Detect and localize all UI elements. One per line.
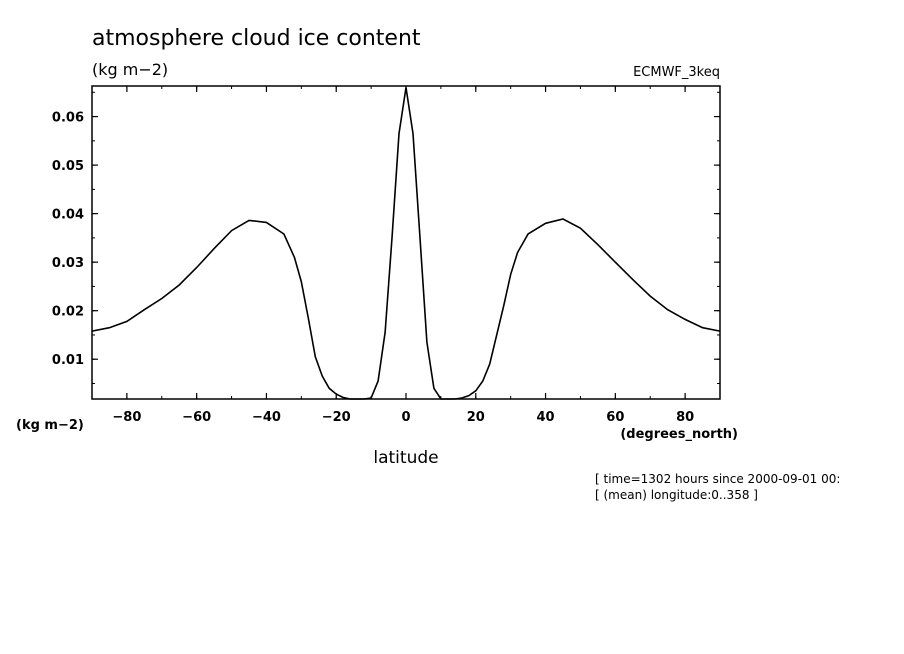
series-line	[91, 87, 721, 400]
y-axis-label: (kg m−2)	[16, 418, 84, 433]
y-tick-label: 0.02	[52, 305, 84, 320]
chart-title: atmosphere cloud ice content	[92, 26, 421, 51]
y-tick-label: 0.04	[52, 208, 84, 223]
chart-units: (kg m−2)	[92, 60, 168, 79]
x-tick-label: −80	[112, 410, 141, 425]
plot-frame	[91, 85, 721, 400]
x-tick-label: −40	[252, 410, 281, 425]
y-axis-ticks: 0.01 0.02 0.03 0.04 0.05 0.06	[52, 91, 720, 384]
x-axis-ticks: −80 −60 −40 −20 0 20 40 60 80	[91, 86, 721, 425]
x-tick-label: 0	[401, 410, 410, 425]
footer-time: [ time=1302 hours since 2000-09-01 00:	[595, 472, 840, 486]
x-tick-label: 60	[606, 410, 624, 425]
x-axis-units: (degrees_north)	[620, 427, 738, 442]
y-tick-label: 0.05	[52, 159, 84, 174]
x-tick-label: −60	[182, 410, 211, 425]
x-tick-label: 40	[537, 410, 555, 425]
footer-longitude: [ (mean) longitude:0..358 ]	[595, 488, 758, 502]
y-tick-label: 0.06	[52, 111, 84, 126]
y-tick-label: 0.01	[52, 353, 84, 368]
x-tick-label: 20	[467, 410, 485, 425]
y-tick-label: 0.03	[52, 256, 84, 271]
x-axis-label: latitude	[373, 448, 438, 468]
x-tick-label: 80	[676, 410, 694, 425]
x-tick-label: −20	[322, 410, 351, 425]
model-label: ECMWF_3keq	[633, 65, 720, 80]
